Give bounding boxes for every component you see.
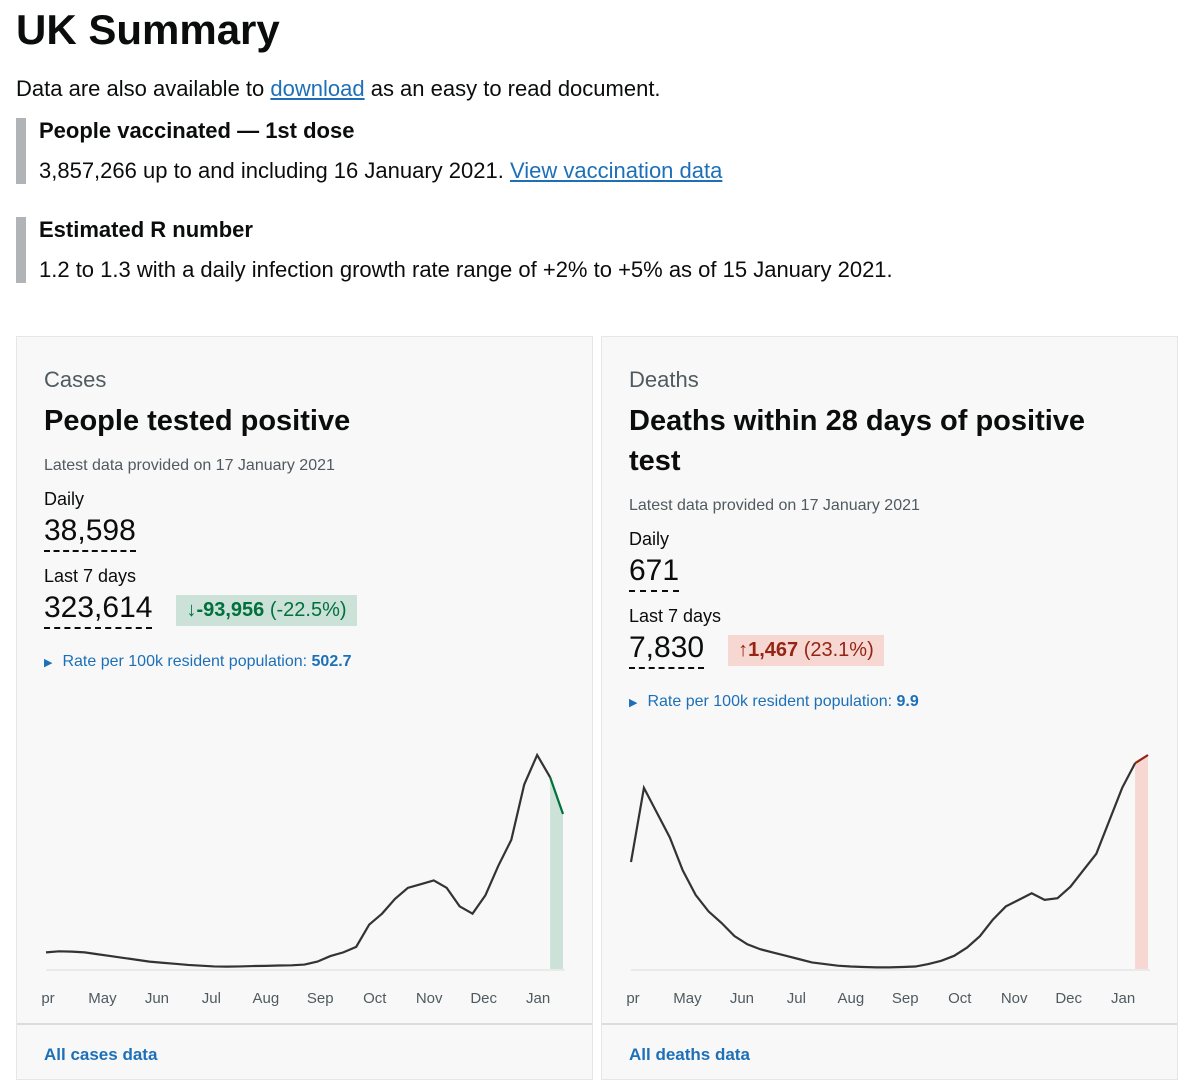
change-number: -93,956 — [196, 599, 265, 621]
all-data-link[interactable]: All cases data — [44, 1045, 158, 1064]
intro: Data are also available to download as a… — [16, 76, 661, 102]
line-highlight — [1134, 754, 1149, 765]
card-title: Deaths within 28 days of positive test — [629, 405, 1086, 477]
separator — [17, 1023, 592, 1025]
card-category: Deaths — [629, 367, 699, 392]
daily-label: Daily — [629, 529, 670, 549]
change-arrow: ↑ — [738, 639, 749, 661]
card-title: People tested positive — [44, 405, 351, 437]
callout-title: Estimated R number — [39, 217, 253, 242]
callout-text: 1.2 to 1.3 with a daily infection growth… — [39, 257, 893, 282]
change-number: 1,467 — [748, 639, 799, 661]
x-tick-label: Jul — [787, 990, 806, 1007]
rate-value: 9.9 — [896, 693, 919, 710]
week-row: 7,830 ↑1,467 (23.1%) — [629, 631, 1150, 683]
x-tick-label: Jan — [526, 990, 550, 1007]
callout: People vaccinated — 1st dose 3,857,266 up… — [16, 118, 1139, 184]
rate-label: Rate per 100k resident population: — [62, 653, 308, 670]
rate-toggle[interactable]: Rate per 100k resident population: 502.7 — [44, 653, 565, 671]
callout: Estimated R number 1.2 to 1.3 with a dail… — [16, 217, 1139, 283]
change-badge: ↓-93,956 (-22.5%) — [176, 595, 357, 626]
last-7-days-area — [1135, 755, 1148, 969]
week-label: Last 7 days — [629, 606, 722, 626]
card: Cases People tested positive Latest data p… — [16, 336, 593, 1080]
vaccination-link[interactable]: View vaccination data — [509, 158, 723, 183]
x-tick-label: Aug — [837, 990, 864, 1007]
page-title: UK Summary — [16, 6, 280, 53]
change-arrow: ↓ — [186, 599, 197, 621]
x-tick-label: Sep — [307, 990, 334, 1007]
last-7-days-area — [550, 777, 563, 969]
separator — [602, 1023, 1177, 1025]
sparkline-chart: pr May Jun Jul Aug Sep Oct Nov Dec Jan — [41, 752, 565, 1007]
x-tick-label: Sep — [892, 990, 919, 1007]
sparkline-chart: pr May Jun Jul Aug Sep Oct Nov Dec Jan — [626, 754, 1150, 1007]
daily-value: 671 — [629, 554, 680, 592]
line-highlight — [549, 776, 565, 815]
x-tick-label: May — [88, 990, 117, 1007]
rate-label: Rate per 100k resident population: — [647, 693, 893, 710]
callout-title: People vaccinated — 1st dose — [39, 118, 355, 143]
line — [629, 762, 1137, 969]
daily-value: 38,598 — [44, 514, 136, 552]
x-tick-label: Jul — [202, 990, 221, 1007]
x-tick-label: Dec — [1055, 990, 1082, 1007]
change-badge: ↑1,467 (23.1%) — [728, 635, 884, 666]
x-tick-label: Jan — [1111, 990, 1135, 1007]
download-link[interactable]: download — [270, 76, 365, 101]
x-tick-label: Jun — [145, 990, 169, 1007]
x-tick-label: pr — [41, 990, 54, 1007]
change-percent: (-22.5%) — [269, 599, 347, 621]
callout-text: 3,857,266 up to and including 16 January… — [39, 158, 504, 183]
x-tick-label: Nov — [416, 990, 443, 1007]
x-tick-label: May — [673, 990, 702, 1007]
week-label: Last 7 days — [44, 566, 137, 586]
x-tick-label: Oct — [363, 990, 387, 1007]
x-tick-label: Dec — [470, 990, 497, 1007]
x-tick-label: pr — [626, 990, 639, 1007]
week-value: 7,830 — [629, 631, 705, 669]
change-value: ↑1,467 — [738, 639, 798, 661]
line — [45, 752, 552, 968]
card-category: Cases — [44, 367, 107, 392]
change-value: ↓-93,956 — [186, 599, 264, 621]
all-data-link[interactable]: All deaths data — [629, 1045, 750, 1064]
card: Deaths Deaths within 28 days of positive … — [601, 336, 1178, 1080]
change-percent: (23.1%) — [803, 639, 874, 661]
intro-text: Data are also available to — [16, 76, 265, 101]
x-tick-label: Jun — [730, 990, 754, 1007]
rate-toggle[interactable]: Rate per 100k resident population: 9.9 — [629, 693, 1150, 711]
updated-text: Latest data provided on 17 January 2021 — [629, 497, 920, 514]
x-tick-label: Nov — [1001, 990, 1028, 1007]
week-row: 323,614 ↓-93,956 (-22.5%) — [44, 591, 565, 643]
week-value: 323,614 — [44, 591, 153, 629]
x-tick-label: Oct — [948, 990, 972, 1007]
intro-text: as an easy to read document. — [370, 76, 661, 101]
x-tick-label: Aug — [252, 990, 279, 1007]
rate-value: 502.7 — [311, 653, 352, 670]
updated-text: Latest data provided on 17 January 2021 — [44, 457, 335, 474]
daily-label: Daily — [44, 489, 85, 509]
